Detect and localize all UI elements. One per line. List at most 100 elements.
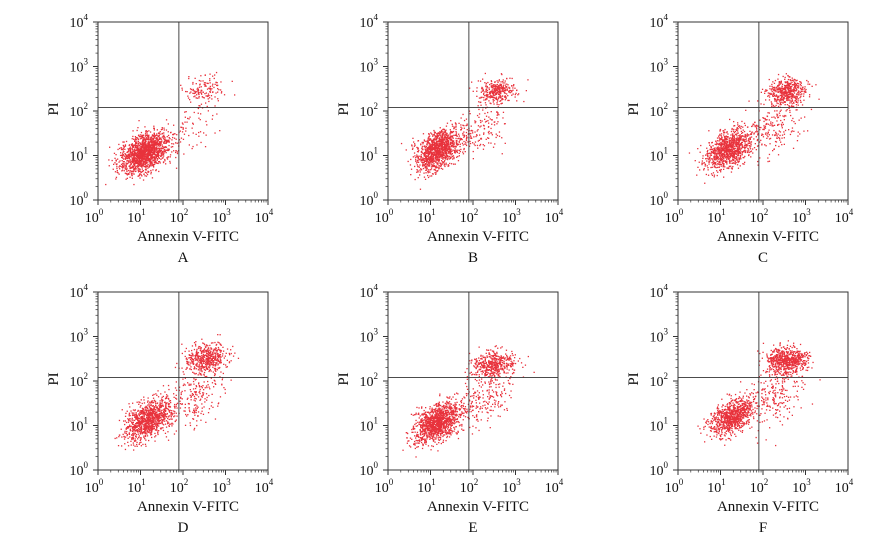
data-point <box>144 144 145 145</box>
data-point <box>126 179 127 180</box>
data-point <box>470 113 471 114</box>
data-point <box>781 81 782 82</box>
data-point <box>744 139 745 140</box>
data-point <box>161 140 162 141</box>
data-point <box>496 86 497 87</box>
data-point <box>171 146 172 147</box>
data-point <box>729 161 730 162</box>
data-point <box>441 141 442 142</box>
data-point <box>447 123 448 124</box>
data-point <box>137 145 138 146</box>
data-point <box>492 134 493 135</box>
data-point <box>484 128 485 129</box>
data-point <box>423 162 424 163</box>
data-point <box>132 178 133 179</box>
data-point <box>506 93 507 94</box>
data-point <box>171 151 172 152</box>
data-point <box>450 120 451 121</box>
data-point <box>436 135 437 136</box>
data-point <box>722 161 723 162</box>
data-point <box>435 137 436 138</box>
data-point <box>795 83 796 84</box>
data-point <box>735 134 736 135</box>
data-point <box>128 149 129 150</box>
data-point <box>493 103 494 104</box>
data-point <box>480 97 481 98</box>
data-point <box>450 142 451 143</box>
data-point <box>442 133 443 134</box>
data-point <box>425 150 426 151</box>
data-point <box>154 133 155 134</box>
data-point <box>496 123 497 124</box>
data-point <box>457 136 458 137</box>
data-point <box>734 156 735 157</box>
data-point <box>472 132 473 133</box>
data-point <box>152 138 153 139</box>
data-point <box>168 149 169 150</box>
data-point <box>790 96 791 97</box>
data-point <box>145 169 146 170</box>
data-point <box>165 150 166 151</box>
data-point <box>157 160 158 161</box>
data-point <box>447 158 448 159</box>
data-point <box>181 138 182 139</box>
data-point <box>506 84 507 85</box>
data-point <box>146 172 147 173</box>
data-point <box>476 87 477 88</box>
data-point <box>734 146 735 147</box>
y-tick-label: 103 <box>70 57 89 76</box>
data-point <box>452 132 453 133</box>
data-point <box>491 83 492 84</box>
data-point <box>780 88 781 89</box>
data-point <box>433 156 434 157</box>
data-point <box>120 152 121 153</box>
data-point <box>488 142 489 143</box>
data-point <box>145 163 146 164</box>
data-point <box>156 163 157 164</box>
data-point <box>174 138 175 139</box>
data-point <box>159 135 160 136</box>
data-point <box>714 152 715 153</box>
data-point <box>212 84 213 85</box>
data-point <box>742 152 743 153</box>
data-point <box>135 150 136 151</box>
data-point <box>457 156 458 157</box>
data-point <box>447 159 448 160</box>
data-point <box>448 145 449 146</box>
x-tick-label: 103 <box>212 207 231 226</box>
data-point <box>444 160 445 161</box>
data-point <box>145 160 146 161</box>
data-point <box>161 139 162 140</box>
data-point <box>794 92 795 93</box>
data-point <box>724 132 725 133</box>
data-point <box>716 167 717 168</box>
data-point <box>747 126 748 127</box>
data-point <box>717 147 718 148</box>
data-point <box>464 136 465 137</box>
data-point <box>707 150 708 151</box>
data-point <box>774 87 775 88</box>
data-point <box>496 117 497 118</box>
data-point <box>141 163 142 164</box>
data-point <box>436 140 437 141</box>
data-point <box>422 149 423 150</box>
data-point <box>132 173 133 174</box>
data-point <box>735 148 736 149</box>
data-point <box>734 152 735 153</box>
data-point <box>735 129 736 130</box>
data-point <box>133 139 134 140</box>
data-point <box>494 91 495 92</box>
data-point <box>430 161 431 162</box>
data-point <box>416 169 417 170</box>
data-point <box>131 148 132 149</box>
data-point <box>784 102 785 103</box>
data-point <box>138 170 139 171</box>
data-point <box>750 139 751 140</box>
data-point <box>183 129 184 130</box>
data-point <box>708 169 709 170</box>
data-point <box>216 82 217 83</box>
data-point <box>774 99 775 100</box>
data-point <box>156 144 157 145</box>
data-point <box>711 149 712 150</box>
data-point <box>489 93 490 94</box>
